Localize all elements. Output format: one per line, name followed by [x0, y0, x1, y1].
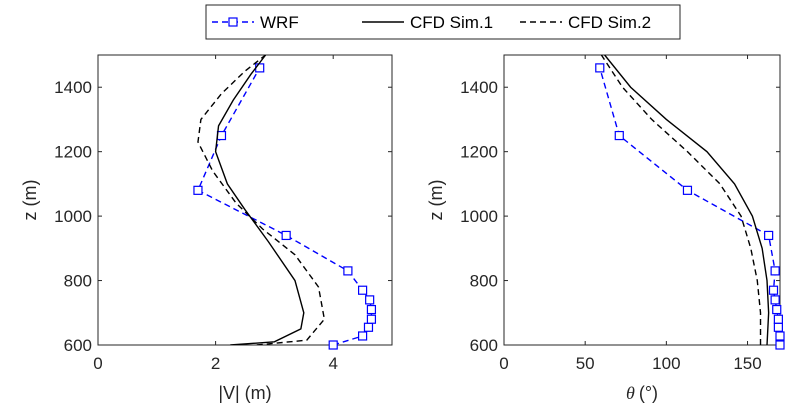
legend-marker — [228, 17, 238, 27]
wrf-marker — [682, 185, 693, 195]
y-tick-label: 1200 — [460, 143, 498, 162]
y-tick-label: 1400 — [54, 78, 92, 97]
wrf-marker — [358, 285, 368, 295]
x-tick-label: 2 — [211, 354, 220, 373]
wrf-marker — [343, 266, 353, 276]
wrf-marker — [363, 322, 374, 332]
wrf-marker — [365, 295, 375, 305]
wrf-marker — [281, 230, 291, 241]
y-tick-label: 1400 — [460, 78, 498, 97]
wrf-marker — [358, 331, 368, 341]
legend-label-1: CFD Sim.1 — [410, 13, 493, 32]
wrf-marker — [764, 230, 774, 241]
legend-label-0: WRF — [260, 13, 299, 32]
y-tick-label: 800 — [64, 272, 92, 291]
wrf-marker — [770, 295, 780, 305]
x-tick-label: 150 — [733, 354, 761, 373]
y-axis-label: z (m) — [426, 180, 446, 221]
series-line-cfd-sim-2 — [600, 55, 762, 345]
angle-profile-panel: 0 50 100 150 600 800 1000 1200 1400 z (m) θ (°) — [426, 54, 785, 403]
x-tick-label: 0 — [93, 354, 102, 373]
x-tick-label: 0 — [499, 354, 508, 373]
wrf-marker — [773, 314, 783, 324]
wrf-marker — [366, 314, 377, 324]
wrf-marker — [595, 63, 605, 73]
axes-frame — [503, 54, 781, 346]
legend: WRF CFD Sim.1 CFD Sim.2 — [205, 4, 681, 40]
x-axis-label: θ (°) — [626, 383, 658, 403]
y-tick-label: 1000 — [460, 207, 498, 226]
wrf-marker — [255, 63, 265, 73]
x-tick-label: 100 — [652, 354, 680, 373]
series-line-cfd-sim-1 — [214, 55, 305, 345]
wrf-marker — [775, 340, 785, 350]
wrf-marker — [772, 304, 782, 315]
y-tick-label: 600 — [470, 336, 498, 355]
wrf-marker — [193, 185, 203, 195]
wrf-marker — [216, 130, 227, 141]
series-line-wrf — [197, 67, 373, 345]
legend-label-2: CFD Sim.2 — [568, 13, 651, 32]
wrf-marker — [773, 322, 783, 332]
theta-symbol: θ — [626, 383, 635, 403]
wrf-marker — [366, 304, 377, 315]
wrf-marker — [770, 266, 780, 276]
y-axis-label: z (m) — [20, 180, 40, 221]
axes-frame — [97, 54, 393, 346]
wrf-marker — [775, 331, 785, 341]
legend-box — [205, 4, 681, 40]
y-tick-label: 800 — [470, 272, 498, 291]
x-tick-label: 4 — [328, 354, 337, 373]
x-axis-label: |V| (m) — [218, 383, 271, 403]
series-line-wrf — [599, 67, 780, 345]
y-tick-label: 1200 — [54, 143, 92, 162]
y-tick-label: 1000 — [54, 207, 92, 226]
x-axis-unit: (°) — [639, 383, 658, 403]
series-line-cfd-sim-1 — [604, 55, 770, 345]
x-tick-label: 50 — [576, 354, 595, 373]
wrf-marker — [328, 340, 338, 350]
velocity-profile-panel: 0 2 4 600 800 1000 1200 1400 z (m) |V| (m) — [20, 54, 393, 403]
y-tick-label: 600 — [64, 336, 92, 355]
wrf-marker — [614, 130, 624, 141]
wrf-marker — [768, 285, 779, 295]
